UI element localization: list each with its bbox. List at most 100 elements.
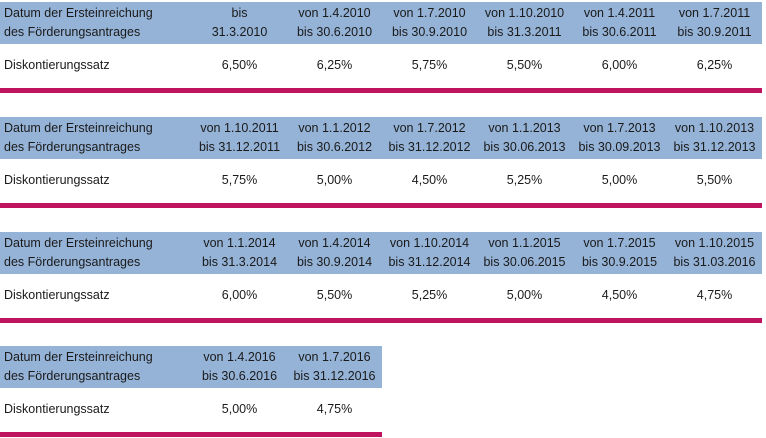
period-cell: von 1.10.2013 bis 31.12.2013 (667, 117, 762, 159)
rate-table-block: Datum der Ersteinreichung des Förderungsa… (0, 2, 762, 93)
period-line: bis 30.06.2013 (483, 140, 566, 154)
period-line: bis 30.9.2015 (581, 255, 658, 269)
period-line: 31.3.2010 (211, 25, 268, 39)
period-cell: von 1.7.2010 bis 30.9.2010 (382, 2, 477, 44)
period-cell: bis 31.3.2010 (192, 2, 287, 44)
period-cell: von 1.10.2015 bis 31.03.2016 (667, 232, 762, 274)
period-line: bis 30.6.2010 (296, 25, 373, 39)
separator-bar (0, 318, 762, 323)
date-header-row: Datum der Ersteinreichung des Förderungsa… (0, 2, 762, 44)
period-line: von 1.7.2010 (393, 6, 466, 20)
period-cell: von 1.7.2011 bis 30.9.2011 (667, 2, 762, 44)
period-line: bis 31.3.2011 (487, 25, 562, 39)
period-line: bis 31.12.2011 (198, 140, 281, 154)
period-line: bis 30.09.2013 (578, 140, 661, 154)
rate-table-block: Datum der Ersteinreichung des Förderungsa… (0, 232, 762, 323)
period-line: bis 30.9.2014 (296, 255, 373, 269)
row-label-line: Datum der Ersteinreichung (4, 350, 153, 364)
rate-cell: 4,75% (316, 402, 353, 416)
period-cell: von 1.1.2012 bis 30.6.2012 (287, 117, 382, 159)
rate-cell: 4,50% (411, 173, 448, 187)
date-header-row: Datum der Ersteinreichung des Förderungsa… (0, 346, 382, 388)
period-cell: von 1.4.2011 bis 30.6.2011 (572, 2, 667, 44)
row-label-submission-date: Datum der Ersteinreichung des Förderungsa… (0, 346, 192, 388)
period-line: von 1.4.2016 (203, 350, 276, 364)
row-label-discount-rate: Diskontierungssatz (4, 173, 110, 187)
row-label-line: Datum der Ersteinreichung (4, 6, 153, 20)
rate-cell: 6,00% (601, 58, 638, 72)
rate-cell: 6,25% (316, 58, 353, 72)
rate-cell: 5,50% (506, 58, 543, 72)
period-line: von 1.10.2014 (389, 236, 470, 250)
period-line: bis 31.12.2014 (388, 255, 471, 269)
rate-cell: 4,50% (601, 288, 638, 302)
separator-bar (0, 432, 382, 437)
period-line: von 1.4.2014 (298, 236, 371, 250)
period-cell: von 1.7.2015 bis 30.9.2015 (572, 232, 667, 274)
rate-cell: 5,00% (221, 402, 258, 416)
period-line: bis (231, 6, 248, 20)
period-line: bis 31.12.2016 (293, 369, 376, 383)
period-cell: von 1.4.2010 bis 30.6.2010 (287, 2, 382, 44)
rate-row: Diskontierungssatz 6,50% 6,25% 5,75% 5,50% 6,… (0, 44, 762, 86)
period-line: bis 31.12.2012 (388, 140, 471, 154)
period-line: bis 30.6.2016 (201, 369, 278, 383)
rate-cell: 6,00% (221, 288, 258, 302)
period-line: bis 30.6.2011 (582, 25, 657, 39)
row-label-submission-date: Datum der Ersteinreichung des Förderungsa… (0, 2, 192, 44)
row-label-line: des Förderungsantrages (4, 369, 141, 383)
period-line: von 1.7.2016 (298, 350, 371, 364)
rate-cell: 6,25% (696, 58, 733, 72)
period-line: bis 30.6.2012 (296, 140, 373, 154)
row-label-line: des Förderungsantrages (4, 255, 141, 269)
row-label-line: Datum der Ersteinreichung (4, 121, 153, 135)
period-line: bis 30.9.2010 (391, 25, 468, 39)
rate-cell: 5,25% (411, 288, 448, 302)
period-cell: von 1.1.2015 bis 30.06.2015 (477, 232, 572, 274)
rate-cell: 5,50% (316, 288, 353, 302)
rate-cell: 4,75% (696, 288, 733, 302)
period-cell: von 1.10.2014 bis 31.12.2014 (382, 232, 477, 274)
period-line: von 1.7.2012 (393, 121, 466, 135)
rate-cell: 6,50% (221, 58, 258, 72)
period-cell: von 1.10.2010 bis 31.3.2011 (477, 2, 572, 44)
period-line: von 1.1.2012 (298, 121, 371, 135)
period-line: von 1.10.2013 (674, 121, 755, 135)
period-cell: von 1.1.2014 bis 31.3.2014 (192, 232, 287, 274)
period-cell: von 1.4.2014 bis 30.9.2014 (287, 232, 382, 274)
date-header-row: Datum der Ersteinreichung des Förderungsa… (0, 117, 762, 159)
rate-cell: 5,00% (506, 288, 543, 302)
period-cell: von 1.10.2011 bis 31.12.2011 (192, 117, 287, 159)
period-cell: von 1.7.2012 bis 31.12.2012 (382, 117, 477, 159)
period-line: von 1.10.2011 (200, 121, 279, 135)
rate-row: Diskontierungssatz 6,00% 5,50% 5,25% 5,00% 4,… (0, 274, 762, 316)
period-line: bis 31.03.2016 (673, 255, 756, 269)
separator-bar (0, 203, 762, 208)
period-cell: von 1.4.2016 bis 30.6.2016 (192, 346, 287, 388)
row-label-submission-date: Datum der Ersteinreichung des Förderungsa… (0, 232, 192, 274)
period-line: von 1.1.2013 (488, 121, 561, 135)
row-label-line: des Förderungsantrages (4, 140, 141, 154)
period-line: von 1.10.2015 (674, 236, 755, 250)
row-label-discount-rate: Diskontierungssatz (4, 288, 110, 302)
rate-row: Diskontierungssatz 5,75% 5,00% 4,50% 5,25% 5,… (0, 159, 762, 201)
row-label-discount-rate: Diskontierungssatz (4, 402, 110, 416)
rate-row: Diskontierungssatz 5,00% 4,75% (0, 388, 382, 430)
separator-bar (0, 88, 762, 93)
period-line: bis 30.06.2015 (483, 255, 566, 269)
period-line: bis 31.12.2013 (673, 140, 756, 154)
rate-cell: 5,50% (696, 173, 733, 187)
period-line: von 1.1.2014 (203, 236, 276, 250)
period-cell: von 1.7.2013 bis 30.09.2013 (572, 117, 667, 159)
rate-cell: 5,00% (316, 173, 353, 187)
row-label-discount-rate: Diskontierungssatz (4, 58, 110, 72)
rate-cell: 5,75% (221, 173, 258, 187)
period-line: von 1.7.2011 (678, 6, 751, 20)
rate-table-block: Datum der Ersteinreichung des Förderungsa… (0, 346, 382, 437)
period-line: von 1.4.2011 (583, 6, 656, 20)
date-header-row: Datum der Ersteinreichung des Förderungsa… (0, 232, 762, 274)
period-line: von 1.4.2010 (298, 6, 371, 20)
rate-cell: 5,75% (411, 58, 448, 72)
period-line: bis 30.9.2011 (677, 25, 752, 39)
row-label-submission-date: Datum der Ersteinreichung des Förderungsa… (0, 117, 192, 159)
